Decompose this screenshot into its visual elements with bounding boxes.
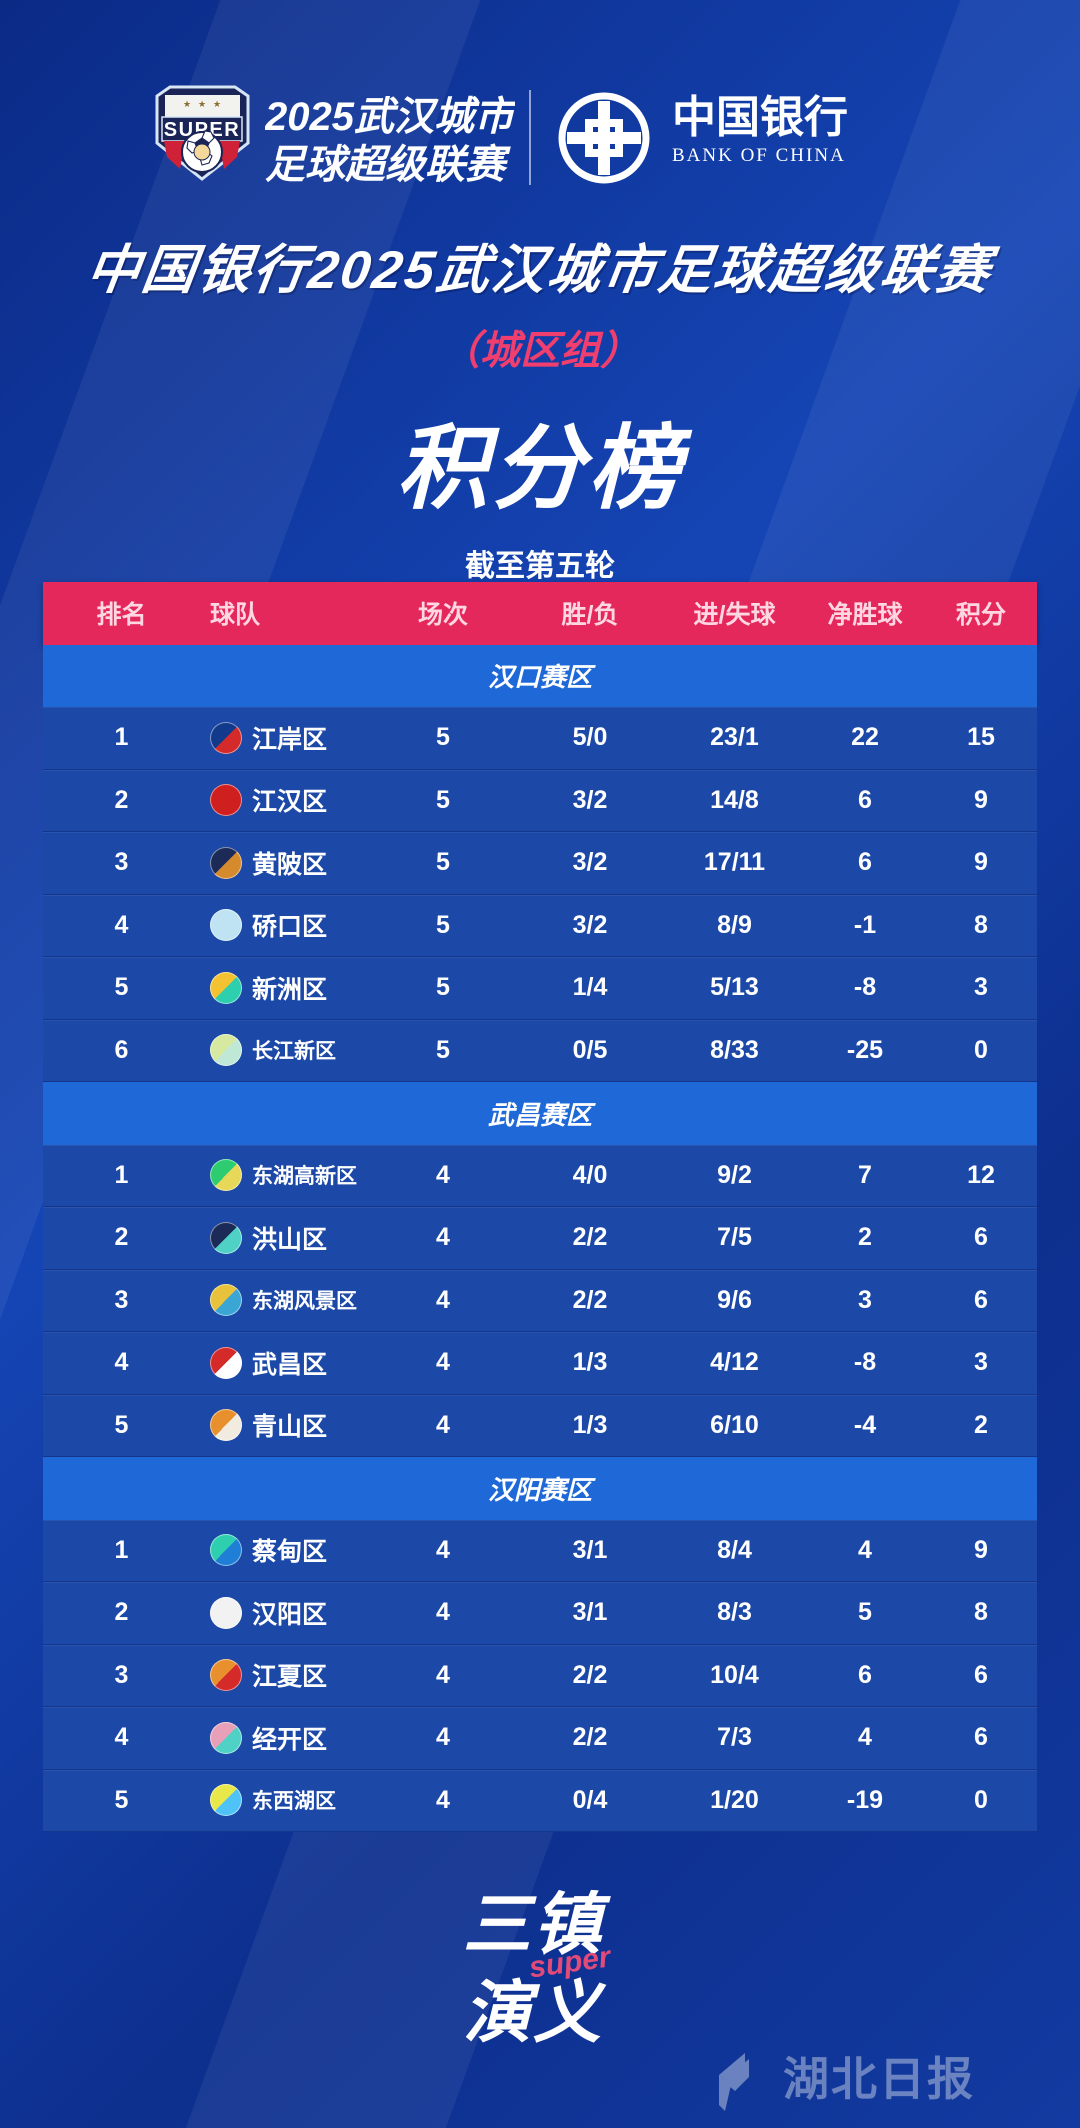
svg-text:★: ★ [198,99,206,109]
svg-text:足球超级联赛: 足球超级联赛 [265,143,511,187]
svg-text:★: ★ [183,99,191,109]
svg-text:2025武汉城市: 2025武汉城市 [265,95,515,139]
svg-text:湖北日报: 湖北日报 [783,2053,975,2105]
svg-text:★: ★ [213,99,221,109]
